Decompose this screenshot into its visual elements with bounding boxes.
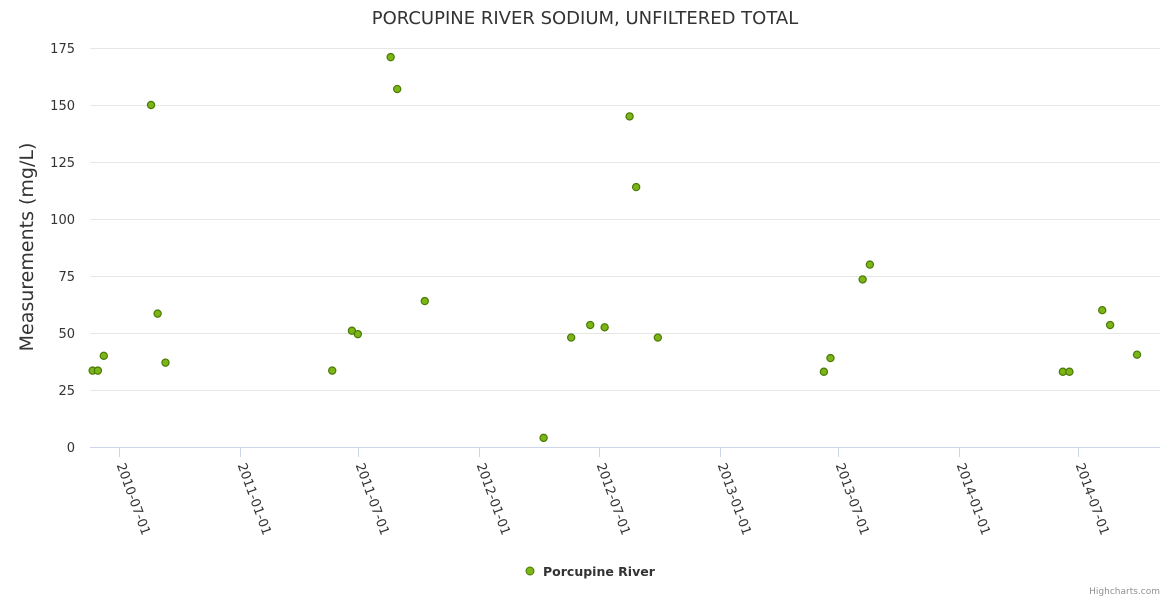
x-tick-label: 2011-07-01 xyxy=(352,461,392,537)
scatter-point[interactable] xyxy=(1065,367,1074,376)
x-axis: 2010-07-01 2011-01-01 2011-07-01 2012-01-01… xyxy=(90,447,1160,537)
x-tick-label: 2013-01-01 xyxy=(714,461,754,537)
x-tick-label: 2011-01-01 xyxy=(234,461,274,537)
scatter-point[interactable] xyxy=(625,112,634,121)
x-tick-label: 2014-01-01 xyxy=(953,461,993,537)
x-tick-label: 2012-01-01 xyxy=(473,461,513,537)
scatter-point[interactable] xyxy=(328,366,337,375)
legend-item-porcupine-river[interactable]: Porcupine River xyxy=(543,564,656,579)
scatter-point[interactable] xyxy=(819,367,829,376)
scatter-point[interactable] xyxy=(93,366,103,375)
y-axis-ticks: 0 25 50 75 100 125 150 175 xyxy=(50,42,75,456)
scatter-point[interactable] xyxy=(653,333,663,342)
y-tick-label: 50 xyxy=(58,327,75,342)
scatter-point[interactable] xyxy=(539,433,548,443)
y-tick-label: 100 xyxy=(50,213,75,228)
scatter-point[interactable] xyxy=(420,296,429,306)
scatter-point[interactable] xyxy=(153,309,162,318)
x-tick-label: 2010-07-01 xyxy=(113,461,153,537)
scatter-point[interactable] xyxy=(353,329,363,339)
scatter-point[interactable] xyxy=(386,52,395,62)
chart-title: PORCUPINE RIVER SODIUM, UNFILTERED TOTAL xyxy=(372,8,799,29)
y-tick-label: 75 xyxy=(58,270,75,285)
scatter-point[interactable] xyxy=(865,260,875,269)
scatter-point[interactable] xyxy=(393,84,402,94)
legend[interactable]: Porcupine River xyxy=(525,564,656,579)
y-tick-label: 0 xyxy=(67,441,75,456)
scatter-point[interactable] xyxy=(631,182,641,192)
scatter-point[interactable] xyxy=(858,275,867,284)
scatter-point[interactable] xyxy=(1105,320,1115,330)
credits-link[interactable]: Highcharts.com xyxy=(1089,587,1160,597)
scatter-point[interactable] xyxy=(566,333,576,342)
scatter-point[interactable] xyxy=(99,351,108,360)
y-tick-label: 25 xyxy=(58,384,75,399)
data-points xyxy=(88,52,1142,443)
grid-lines xyxy=(90,48,1160,391)
scatter-point[interactable] xyxy=(161,358,170,367)
y-tick-label: 125 xyxy=(50,156,75,171)
y-axis-title: Measurements (mg/L) xyxy=(16,143,38,352)
scatter-point[interactable] xyxy=(1098,306,1107,315)
scatter-point[interactable] xyxy=(146,100,156,110)
scatter-point[interactable] xyxy=(586,320,595,330)
scatter-point[interactable] xyxy=(600,323,609,332)
legend-marker-icon[interactable] xyxy=(525,566,535,576)
scatter-point[interactable] xyxy=(826,353,835,363)
x-tick-label: 2014-07-01 xyxy=(1072,461,1112,537)
scatter-point[interactable] xyxy=(1132,350,1142,359)
y-tick-label: 150 xyxy=(50,99,75,114)
x-tick-label: 2012-07-01 xyxy=(593,461,633,537)
x-tick-label: 2013-07-01 xyxy=(832,461,872,537)
y-tick-label: 175 xyxy=(50,42,75,57)
